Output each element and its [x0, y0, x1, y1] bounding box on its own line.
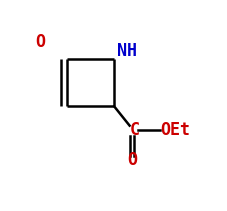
Text: C: C: [129, 121, 139, 139]
Text: OEt: OEt: [160, 121, 190, 139]
Text: NH: NH: [117, 42, 137, 60]
Text: O: O: [36, 33, 46, 51]
Text: O: O: [127, 151, 137, 169]
